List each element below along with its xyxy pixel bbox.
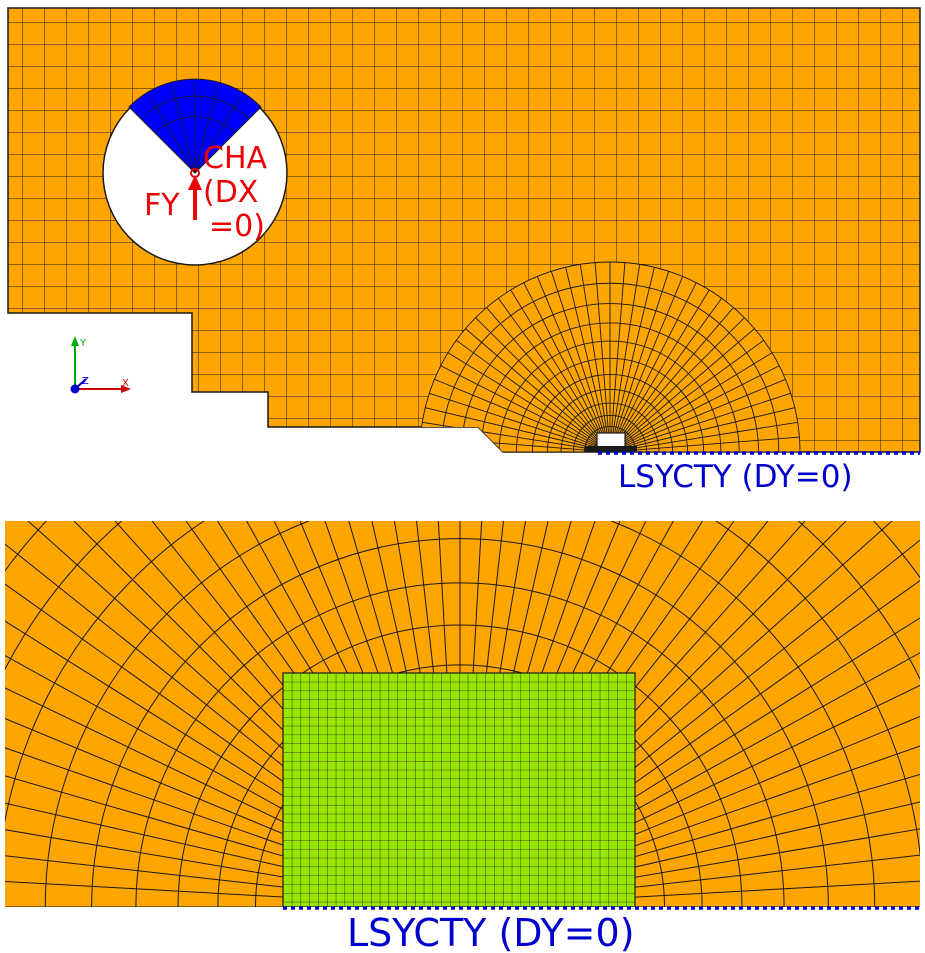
axis-z-label: Z [82, 376, 89, 387]
constraint-label-line3: =0) [209, 209, 265, 244]
load-arrow-fy [188, 168, 202, 220]
refined-zone-grid [283, 673, 635, 907]
symmetry-label-bottom: LSYCTY (DY=0) [347, 911, 635, 953]
axis-x-label: X [122, 378, 129, 389]
crack-tip-dense [585, 446, 637, 452]
contact-zone-mesh [141, 81, 249, 174]
axis-triad [70, 336, 131, 394]
axis-y-label: Y [79, 338, 87, 349]
constraint-label-line1: CHA [203, 141, 268, 176]
top-mesh-panel [7, 7, 921, 453]
bottom-mesh-panel [5, 521, 920, 907]
constraint-label-line2: (DX [203, 175, 258, 210]
load-label: FY [144, 188, 180, 223]
symmetry-label-top: LSYCTY (DY=0) [618, 459, 853, 495]
top-radial-refinement [419, 261, 801, 452]
